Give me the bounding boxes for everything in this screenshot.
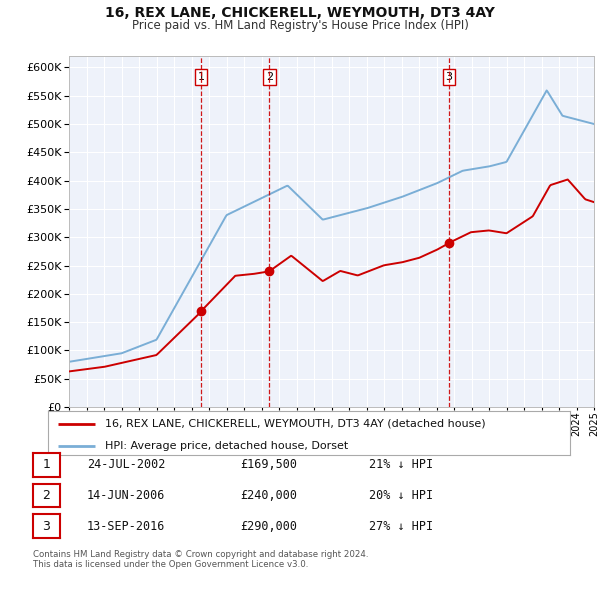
- Text: 24-JUL-2002: 24-JUL-2002: [87, 458, 166, 471]
- Text: 1: 1: [197, 72, 205, 82]
- Text: £169,500: £169,500: [240, 458, 297, 471]
- Text: £240,000: £240,000: [240, 489, 297, 502]
- Text: 16, REX LANE, CHICKERELL, WEYMOUTH, DT3 4AY (detached house): 16, REX LANE, CHICKERELL, WEYMOUTH, DT3 …: [106, 419, 486, 428]
- Text: 27% ↓ HPI: 27% ↓ HPI: [369, 520, 433, 533]
- Text: 16, REX LANE, CHICKERELL, WEYMOUTH, DT3 4AY: 16, REX LANE, CHICKERELL, WEYMOUTH, DT3 …: [105, 6, 495, 20]
- Text: 21% ↓ HPI: 21% ↓ HPI: [369, 458, 433, 471]
- Text: £290,000: £290,000: [240, 520, 297, 533]
- Text: 2: 2: [266, 72, 273, 82]
- Text: 13-SEP-2016: 13-SEP-2016: [87, 520, 166, 533]
- Text: Contains HM Land Registry data © Crown copyright and database right 2024.: Contains HM Land Registry data © Crown c…: [33, 550, 368, 559]
- Text: 14-JUN-2006: 14-JUN-2006: [87, 489, 166, 502]
- Text: 1: 1: [43, 458, 50, 471]
- Text: Price paid vs. HM Land Registry's House Price Index (HPI): Price paid vs. HM Land Registry's House …: [131, 19, 469, 32]
- Text: 3: 3: [445, 72, 452, 82]
- Text: 20% ↓ HPI: 20% ↓ HPI: [369, 489, 433, 502]
- Text: HPI: Average price, detached house, Dorset: HPI: Average price, detached house, Dors…: [106, 441, 349, 451]
- Text: This data is licensed under the Open Government Licence v3.0.: This data is licensed under the Open Gov…: [33, 560, 308, 569]
- Text: 2: 2: [43, 489, 50, 502]
- Text: 3: 3: [43, 520, 50, 533]
